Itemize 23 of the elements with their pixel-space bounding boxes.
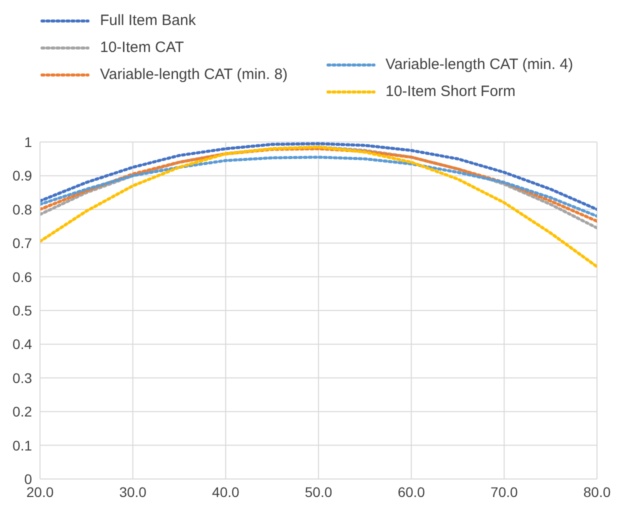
y-tick-label: 0.9 — [12, 168, 32, 184]
y-tick-label: 1 — [24, 134, 32, 150]
y-tick-label: 0.1 — [12, 437, 32, 454]
y-tick-label: 0.5 — [12, 302, 32, 318]
x-tick-label: 30.0 — [119, 484, 147, 500]
x-tick-label: 40.0 — [212, 484, 240, 500]
x-tick-label: 80.0 — [583, 484, 611, 500]
x-tick-label: 70.0 — [490, 484, 518, 500]
legend-label: Variable-length CAT (min. 4) — [386, 56, 574, 73]
line-series — [40, 156, 597, 218]
x-tick-label: 60.0 — [398, 484, 426, 500]
x-tick-label: 50.0 — [304, 484, 332, 500]
y-tick-label: 0.8 — [12, 201, 32, 218]
legend-label: 10-Item Short Form — [386, 83, 516, 100]
y-tick-label: 0.2 — [12, 404, 32, 420]
line-series — [40, 146, 597, 268]
y-tick-label: 0.3 — [12, 370, 32, 386]
y-tick-label: 0.7 — [12, 235, 32, 252]
y-tick-label: 0.6 — [12, 268, 32, 285]
legend-label: Variable-length CAT (min. 8) — [100, 66, 288, 83]
legend-label: Full Item Bank — [100, 12, 196, 29]
y-tick-label: 0.4 — [12, 336, 32, 352]
legend-label: 10-Item CAT — [100, 39, 184, 56]
